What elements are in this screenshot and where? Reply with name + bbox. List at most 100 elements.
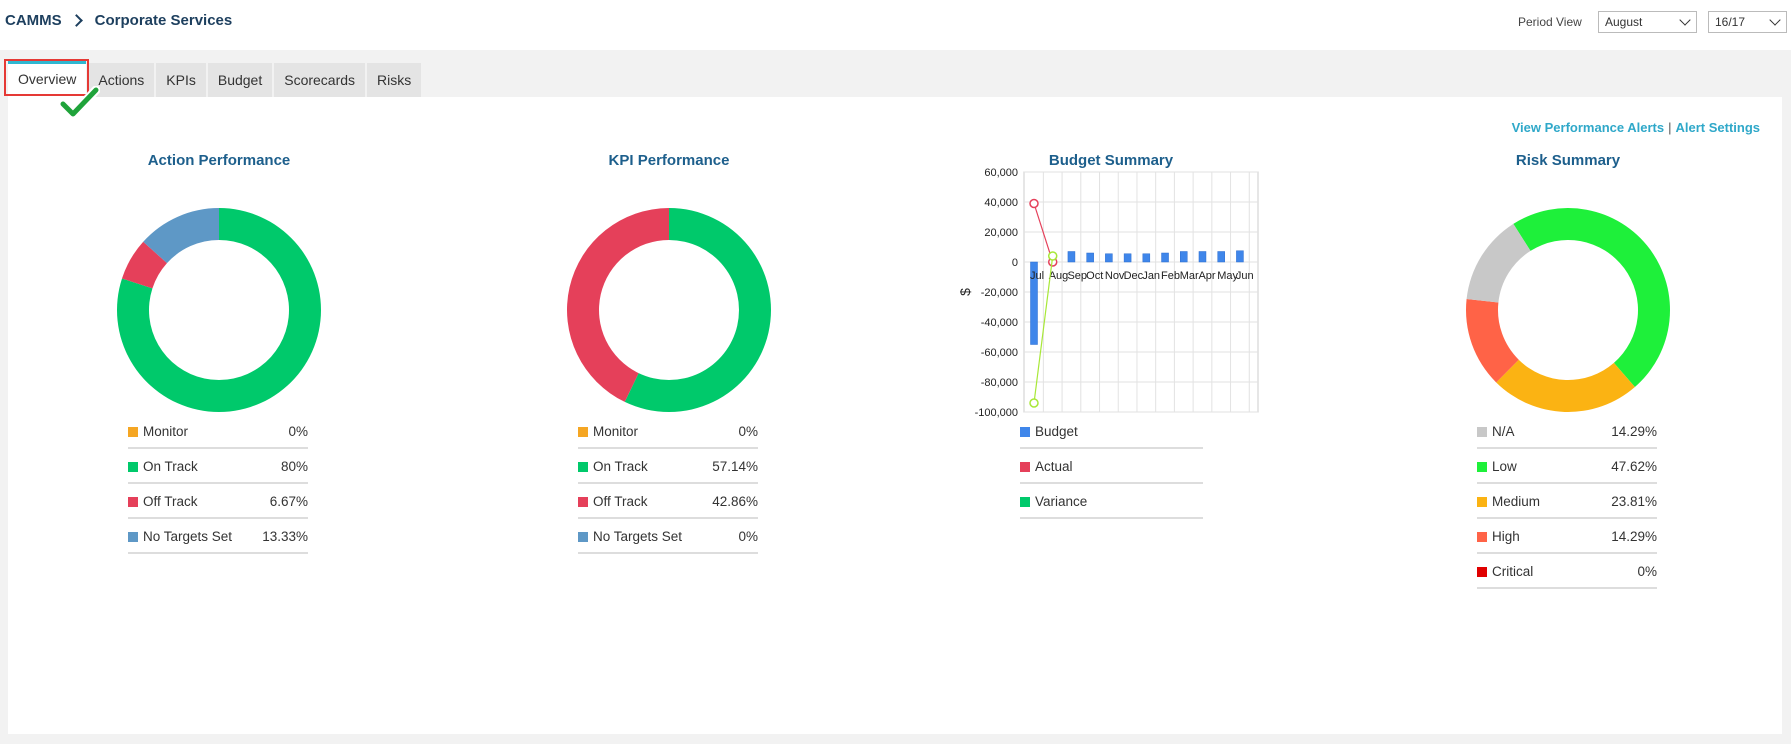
action-performance-legend: Monitor 0% On Track 80% Off Track 6.67% No Tar… xyxy=(128,414,308,554)
legend-swatch xyxy=(128,461,138,472)
budget-bar[interactable] xyxy=(1161,252,1169,263)
risk-summary-donut xyxy=(1466,207,1671,412)
action-performance-donut xyxy=(116,208,321,412)
tab-risks[interactable]: Risks xyxy=(367,63,422,97)
budget-bar[interactable] xyxy=(1142,253,1151,263)
legend-swatch xyxy=(128,426,138,437)
legend-swatch xyxy=(1477,531,1487,542)
top-bar: CAMMS Corporate Services Period View Aug… xyxy=(0,0,1791,50)
view-performance-alerts-link[interactable]: View Performance Alerts xyxy=(1511,120,1665,135)
budget-summary-chart: 60,000 40,000 20,000 0 -20,000 -40,000 -60,000… xyxy=(958,167,1259,419)
legend-swatch xyxy=(578,531,588,542)
alerts-separator: | xyxy=(1668,120,1672,135)
legend-item: On Track 57.14% xyxy=(578,449,758,484)
legend-label: High xyxy=(1492,529,1520,544)
legend-swatch xyxy=(1020,461,1030,472)
actual-line xyxy=(1033,203,1054,263)
checkmark-icon xyxy=(60,86,100,119)
budget-bar[interactable] xyxy=(1217,251,1225,263)
breadcrumb-current: Corporate Services xyxy=(94,12,233,29)
legend-value: 80% xyxy=(280,459,308,474)
legend-label: Critical xyxy=(1492,564,1534,579)
budget-bar[interactable] xyxy=(1236,250,1244,263)
y-tick-label: -40,000 xyxy=(981,317,1018,329)
budget-bar[interactable] xyxy=(1198,251,1207,263)
legend-label: Low xyxy=(1492,459,1517,474)
actual-point[interactable] xyxy=(1029,198,1039,209)
budget-bar[interactable] xyxy=(1086,252,1094,263)
kpi-performance-title: KPI Performance xyxy=(608,152,730,169)
budget-summary-title: Budget Summary xyxy=(1048,152,1174,169)
x-tick-label: May xyxy=(1217,270,1238,282)
x-tick-label: Sep xyxy=(1067,270,1087,282)
legend-item: Monitor 0% xyxy=(578,414,758,449)
tab-kpis[interactable]: KPIs xyxy=(156,63,206,97)
y-tick-label: 20,000 xyxy=(984,227,1018,239)
tab-bar: Overview Actions KPIs Budget Scorecards … xyxy=(8,61,422,97)
legend-value: 0% xyxy=(288,424,308,439)
budget-bar[interactable] xyxy=(1180,251,1188,263)
budget-bar[interactable] xyxy=(1067,251,1076,263)
year-select[interactable]: 16/17 xyxy=(1708,11,1787,33)
budget-bar[interactable] xyxy=(1105,253,1113,263)
y-axis-label: $ xyxy=(958,288,973,296)
legend-label: N/A xyxy=(1492,424,1515,439)
donut-slice-no-targets-set[interactable] xyxy=(143,208,219,264)
y-tick-label: -20,000 xyxy=(981,287,1018,299)
legend-item: No Targets Set 0% xyxy=(578,519,758,554)
legend-label: No Targets Set xyxy=(593,529,683,544)
legend-label: On Track xyxy=(143,459,198,474)
tab-overview[interactable]: Overview xyxy=(8,61,87,97)
x-tick-label: Dec xyxy=(1124,270,1144,282)
donut-slice-on-track[interactable] xyxy=(116,208,321,412)
legend-label: On Track xyxy=(593,459,648,474)
donut-slice-on-track[interactable] xyxy=(624,208,771,412)
legend-label: Actual xyxy=(1035,459,1073,474)
legend-item: High 14.29% xyxy=(1477,519,1657,554)
donut-slice-low[interactable] xyxy=(1513,207,1671,388)
alert-settings-link[interactable]: Alert Settings xyxy=(1675,120,1760,135)
budget-bar[interactable] xyxy=(1123,253,1132,263)
legend-label: Variance xyxy=(1035,494,1088,509)
legend-item: No Targets Set 13.33% xyxy=(128,519,308,554)
budget-bar[interactable] xyxy=(1030,261,1038,345)
legend-item: On Track 80% xyxy=(128,449,308,484)
tab-scorecards[interactable]: Scorecards xyxy=(274,63,366,97)
y-tick-label: 0 xyxy=(1012,257,1018,269)
x-tick-label: Jun xyxy=(1236,270,1254,282)
x-tick-label: Mar xyxy=(1180,270,1199,282)
legend-item: Critical 0% xyxy=(1477,554,1657,589)
donut-slice-off-track[interactable] xyxy=(121,241,167,289)
legend-swatch xyxy=(578,496,588,507)
donut-slice-medium[interactable] xyxy=(1496,359,1635,412)
chevron-down-icon xyxy=(1679,14,1691,26)
donut-slice-high[interactable] xyxy=(1466,299,1519,383)
variance-point[interactable] xyxy=(1047,251,1058,261)
legend-swatch xyxy=(128,531,138,542)
x-tick-label: Feb xyxy=(1161,270,1180,282)
legend-value: 23.81% xyxy=(1611,494,1657,509)
legend-value: 42.86% xyxy=(712,494,758,509)
alerts-links: View Performance Alerts | Alert Settings xyxy=(1512,120,1760,135)
donut-slice-off-track[interactable] xyxy=(567,208,669,402)
variance-point[interactable] xyxy=(1029,398,1039,408)
legend-item: Off Track 6.67% xyxy=(128,484,308,519)
risk-summary-legend: N/A 14.29% Low 47.62% Medium 23.81% High 14.29%… xyxy=(1477,414,1657,589)
legend-swatch xyxy=(1020,496,1030,507)
legend-label: Off Track xyxy=(593,494,648,509)
budget-summary-legend: Budget Actual Variance xyxy=(1020,414,1203,519)
y-tick-label: 40,000 xyxy=(984,197,1018,209)
legend-item: Variance xyxy=(1020,484,1203,519)
legend-swatch xyxy=(1020,426,1030,437)
legend-swatch xyxy=(578,461,588,472)
month-select[interactable]: August xyxy=(1598,11,1697,33)
legend-label: Budget xyxy=(1035,424,1078,439)
year-select-value: 16/17 xyxy=(1715,15,1746,29)
breadcrumb-root[interactable]: CAMMS xyxy=(5,12,62,29)
month-select-value: August xyxy=(1605,15,1643,29)
legend-item: N/A 14.29% xyxy=(1477,414,1657,449)
variance-line xyxy=(1033,255,1054,404)
donut-slice-n-a[interactable] xyxy=(1466,223,1531,303)
legend-value: 6.67% xyxy=(269,494,308,509)
tab-budget[interactable]: Budget xyxy=(207,63,273,97)
